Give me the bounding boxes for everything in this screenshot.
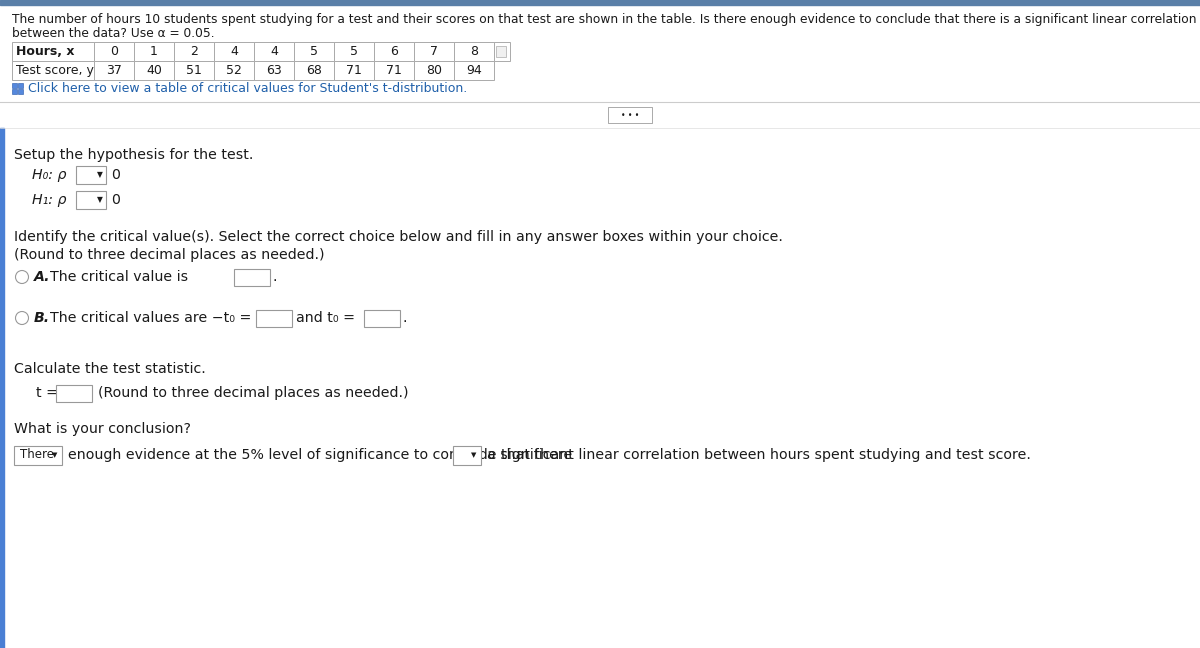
Bar <box>454 61 494 80</box>
Text: • • •: • • • <box>620 111 640 119</box>
Bar <box>12 83 17 88</box>
Text: 71: 71 <box>386 64 402 77</box>
Text: 80: 80 <box>426 64 442 77</box>
Text: 4: 4 <box>230 45 238 58</box>
Text: 51: 51 <box>186 64 202 77</box>
Text: .: . <box>272 270 276 284</box>
Text: 94: 94 <box>466 64 482 77</box>
Text: 71: 71 <box>346 64 362 77</box>
Bar <box>374 61 414 80</box>
Text: There: There <box>20 448 54 461</box>
Bar <box>454 446 481 465</box>
Text: 8: 8 <box>470 45 478 58</box>
Text: and t₀ =: and t₀ = <box>296 311 355 325</box>
Bar <box>334 42 374 61</box>
Text: a significant linear correlation between hours spent studying and test score.: a significant linear correlation between… <box>487 448 1031 462</box>
Text: ▼: ▼ <box>97 170 103 179</box>
Text: 0: 0 <box>110 45 118 58</box>
Text: What is your conclusion?: What is your conclusion? <box>14 422 191 436</box>
Circle shape <box>16 312 29 325</box>
Bar <box>12 61 94 80</box>
Text: 0: 0 <box>112 168 120 182</box>
Text: 7: 7 <box>430 45 438 58</box>
Text: 63: 63 <box>266 64 282 77</box>
Bar <box>454 42 494 61</box>
Text: 4: 4 <box>270 45 278 58</box>
Bar <box>76 166 106 184</box>
Text: ▼: ▼ <box>472 452 476 458</box>
Bar <box>256 310 292 327</box>
Text: 0: 0 <box>112 193 120 207</box>
Bar <box>12 89 17 94</box>
Bar <box>56 384 92 402</box>
Bar <box>334 61 374 80</box>
Bar <box>0 0 1200 5</box>
Bar <box>14 446 62 465</box>
Bar <box>364 310 400 327</box>
Text: The number of hours 10 students spent studying for a test and their scores on th: The number of hours 10 students spent st… <box>12 13 1196 26</box>
Text: 1: 1 <box>150 45 158 58</box>
Text: Setup the hypothesis for the test.: Setup the hypothesis for the test. <box>14 148 253 162</box>
Text: 37: 37 <box>106 64 122 77</box>
Text: ▼: ▼ <box>97 196 103 205</box>
Text: Calculate the test statistic.: Calculate the test statistic. <box>14 362 205 376</box>
Bar <box>94 42 134 61</box>
Bar <box>496 46 506 57</box>
Bar <box>134 61 174 80</box>
Text: .: . <box>402 311 407 325</box>
Text: 68: 68 <box>306 64 322 77</box>
Bar <box>76 191 106 209</box>
Text: between the data? Use α = 0.05.: between the data? Use α = 0.05. <box>12 27 215 40</box>
Bar <box>494 42 510 61</box>
Text: 5: 5 <box>350 45 358 58</box>
Bar <box>0 128 4 648</box>
Text: The critical values are −t₀ =: The critical values are −t₀ = <box>50 311 251 325</box>
Bar <box>174 61 214 80</box>
Text: Hours, x: Hours, x <box>16 45 74 58</box>
Bar <box>134 42 174 61</box>
Text: (Round to three decimal places as needed.): (Round to three decimal places as needed… <box>98 386 408 400</box>
Bar <box>214 42 254 61</box>
Bar <box>294 42 334 61</box>
Bar <box>94 61 134 80</box>
Text: 52: 52 <box>226 64 242 77</box>
Text: The critical value is: The critical value is <box>50 270 188 284</box>
Bar <box>294 61 334 80</box>
Text: Click here to view a table of critical values for Student's t-distribution.: Click here to view a table of critical v… <box>28 82 467 95</box>
Text: 5: 5 <box>310 45 318 58</box>
Bar <box>12 42 94 61</box>
Bar <box>234 268 270 286</box>
Bar <box>374 42 414 61</box>
Text: 40: 40 <box>146 64 162 77</box>
Text: H₁: ρ: H₁: ρ <box>32 193 66 207</box>
Bar <box>18 83 23 88</box>
Bar <box>18 89 23 94</box>
Circle shape <box>16 270 29 284</box>
Bar <box>254 61 294 80</box>
Bar <box>214 61 254 80</box>
Text: 6: 6 <box>390 45 398 58</box>
Text: B.: B. <box>34 311 50 325</box>
Text: H₀: ρ: H₀: ρ <box>32 168 66 182</box>
Text: Identify the critical value(s). Select the correct choice below and fill in any : Identify the critical value(s). Select t… <box>14 230 782 244</box>
Bar <box>254 42 294 61</box>
Bar <box>174 42 214 61</box>
Text: t =: t = <box>36 386 58 400</box>
Text: enough evidence at the 5% level of significance to conclude that there: enough evidence at the 5% level of signi… <box>68 448 572 462</box>
Text: A.: A. <box>34 270 50 284</box>
Bar <box>414 61 454 80</box>
Text: Test score, y: Test score, y <box>16 64 94 77</box>
Text: ▼: ▼ <box>53 452 58 458</box>
Text: (Round to three decimal places as needed.): (Round to three decimal places as needed… <box>14 248 324 262</box>
Bar <box>414 42 454 61</box>
Text: 2: 2 <box>190 45 198 58</box>
Bar <box>608 107 652 123</box>
